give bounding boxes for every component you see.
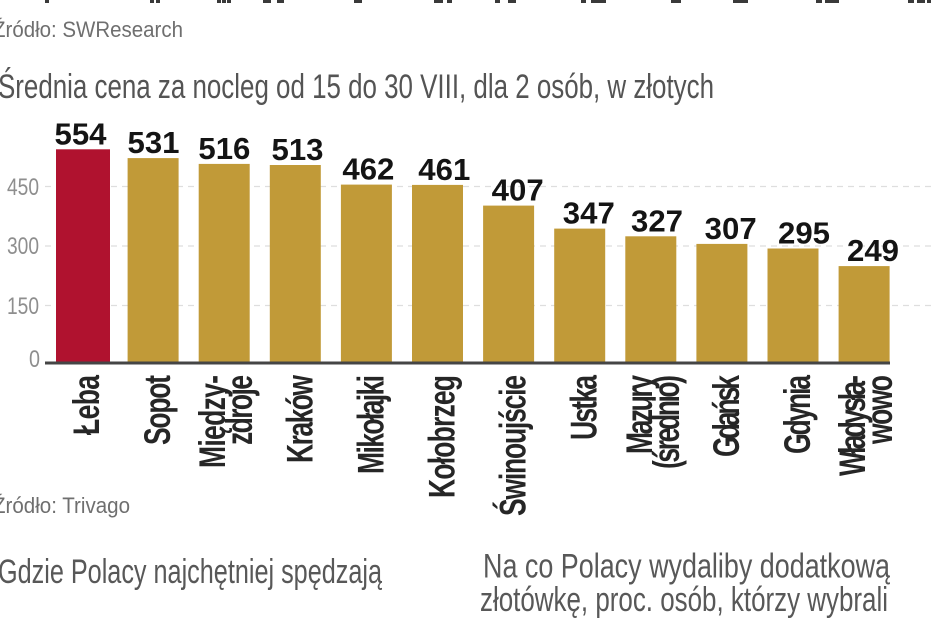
svg-text:zdroje: zdroje [219, 375, 260, 445]
svg-text:307: 307 [705, 211, 757, 246]
svg-text:Gdańsk: Gdańsk [706, 375, 747, 457]
svg-text:Mazury: Mazury [618, 375, 659, 454]
svg-text:Źródło: SWResearch: Źródło: SWResearch [0, 17, 183, 42]
svg-text:(średnio): (średnio) [645, 375, 686, 469]
svg-text:407: 407 [492, 173, 544, 208]
svg-text:Łeba: Łeba [66, 374, 107, 435]
svg-text:Władysła-: Władysła- [832, 375, 873, 476]
svg-text:531: 531 [128, 125, 180, 160]
svg-text:Gdynia: Gdynia [777, 374, 818, 454]
svg-text:327: 327 [631, 203, 683, 238]
svg-text:wowo: wowo [859, 375, 900, 445]
svg-text:0: 0 [29, 346, 40, 373]
svg-text:462: 462 [342, 152, 394, 187]
svg-text:Ustka: Ustka [563, 374, 604, 440]
svg-text:Kołobrzeg: Kołobrzeg [421, 375, 462, 498]
svg-text:Świnoujście: Świnoujście [492, 375, 533, 516]
svg-text:Między-: Między- [192, 375, 233, 468]
svg-text:513: 513 [272, 132, 324, 167]
svg-text:461: 461 [418, 152, 470, 187]
svg-text:Źródło: Trivago: Źródło: Trivago [0, 493, 130, 518]
svg-text:Gdzie Polacy najchętniej spędz: Gdzie Polacy najchętniej spędzają [0, 553, 382, 591]
svg-text:249: 249 [847, 233, 899, 268]
svg-text:300: 300 [7, 233, 39, 260]
svg-text:Mikołajki: Mikołajki [350, 375, 391, 474]
svg-text:Na co Polacy wydaliby dodatkow: Na co Polacy wydaliby dodatkową [483, 548, 890, 586]
svg-text:516: 516 [198, 131, 250, 166]
svg-text:450: 450 [7, 174, 39, 201]
svg-text:295: 295 [778, 216, 830, 251]
svg-text:347: 347 [563, 196, 615, 231]
svg-text:Kraków: Kraków [279, 374, 320, 463]
svg-text:150: 150 [7, 293, 39, 320]
svg-text:Średnia cena za nocleg od 15 d: Średnia cena za nocleg od 15 do 30 VIII,… [0, 67, 714, 106]
svg-text:Sopot: Sopot [137, 375, 178, 445]
svg-text:554: 554 [55, 116, 108, 151]
